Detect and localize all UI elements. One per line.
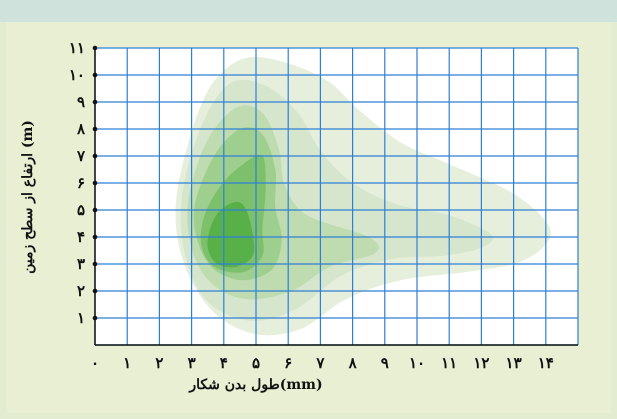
y-tick-label-7: ۷: [76, 147, 86, 165]
axis-layer: [92, 45, 578, 346]
x-tick-label-7: ۷: [315, 354, 325, 372]
y-tick-label-6: ۶: [77, 174, 85, 192]
x-tick-label-13: ۱۳: [506, 354, 522, 372]
y-tick-label-9: ۹: [77, 93, 85, 111]
x-tick-label-9: ۹: [381, 354, 389, 372]
y-tick-dot-4: [92, 234, 98, 240]
y-tick-label-11: ۱۱: [69, 39, 85, 57]
y-tick-label-1: ۱: [77, 309, 85, 327]
y-axis-label: ارتفاع از سطح زمین (m): [20, 120, 36, 274]
y-tick-dot-1: [92, 315, 98, 321]
y-tick-dot-6: [92, 180, 98, 186]
x-tick-label-3: ۳: [188, 354, 196, 372]
header-band: [0, 0, 617, 22]
x-tick-label-12: ۱۲: [473, 354, 489, 372]
contour-level-6: [207, 201, 255, 268]
y-tick-label-8: ۸: [76, 120, 86, 138]
y-tick-dot-9: [92, 99, 98, 105]
x-tick-label-8: ۸: [348, 354, 358, 372]
y-tick-label-2: ۲: [77, 282, 85, 300]
contour-layer: [175, 56, 551, 336]
y-tick-label-4: ۴: [77, 228, 85, 246]
y-tick-label-10: ۱۰: [69, 66, 85, 84]
y-tick-dot-5: [92, 207, 98, 213]
grid-layer: [94, 47, 579, 346]
x-axis-label: طول بدن شکار(mm): [188, 377, 322, 393]
y-tick-dot-2: [92, 288, 98, 294]
x-tick-label-1: ۱: [123, 354, 131, 372]
x-tick-label-5: ۵: [252, 354, 260, 372]
x-tick-label-2: ۲: [155, 354, 163, 372]
x-tick-label-10: ۱۰: [409, 354, 425, 372]
y-tick-label-5: ۵: [77, 201, 85, 219]
x-tick-label-4: ۴: [220, 354, 228, 372]
y-tick-dot-7: [92, 153, 98, 159]
y-tick-dot-11: [92, 45, 98, 51]
x-tick-label-6: ۶: [284, 354, 292, 372]
y-tick-dot-3: [92, 261, 98, 267]
x-tick-label-0: ۰: [91, 354, 99, 372]
x-tick-label-14: ۱۴: [538, 354, 554, 372]
y-tick-dot-8: [92, 126, 98, 132]
x-tick-label-11: ۱۱: [441, 354, 457, 372]
y-tick-label-3: ۳: [77, 255, 85, 273]
y-tick-dot-10: [92, 72, 98, 78]
